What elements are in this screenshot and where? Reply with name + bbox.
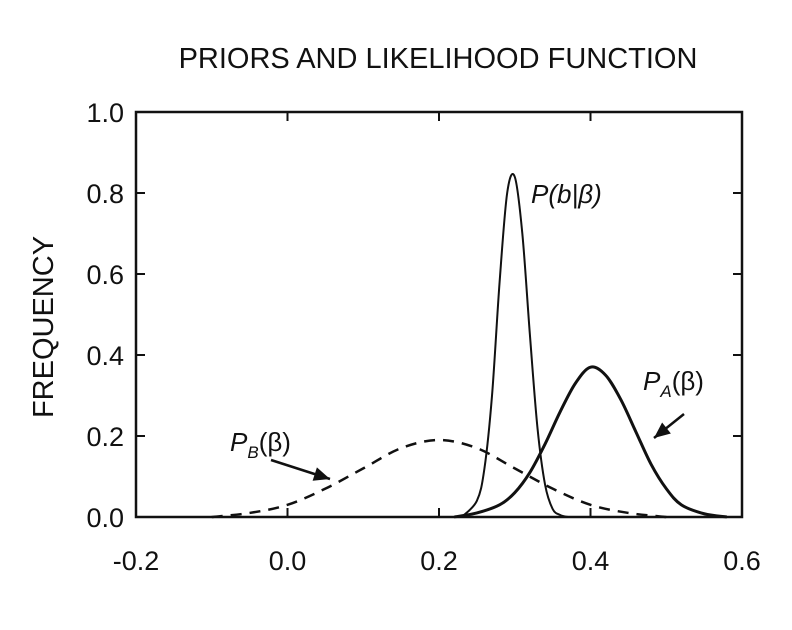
x-tick-label: 0.4 [572,546,610,576]
tick-labels: -0.2 0.0 0.2 0.4 0.6 0.0 0.2 0.4 0.6 0.8 1.0 [86,98,760,576]
x-tick-label: 0.6 [723,546,761,576]
y-tick-label: 1.0 [86,98,124,128]
arrow-pa-head [654,422,671,438]
y-tick-label: 0.8 [86,179,124,209]
series-annotations: P(b|β) PA(β) PB(β) [230,179,704,481]
label-pa: PA(β) [643,366,704,401]
series-pb-line [211,438,667,519]
axis-ticks [135,111,743,518]
series-likelihood-line [460,173,569,518]
chart-title: PRIORS AND LIKELIHOOD FUNCTION [179,43,698,75]
label-likelihood: P(b|β) [531,179,602,209]
x-tick-label: 0.2 [420,546,458,576]
plot-frame [134,110,744,519]
label-pb: PB(β) [230,427,291,462]
x-tick-label: 0.0 [269,546,307,576]
series-pa-line [453,365,728,519]
y-tick-label: 0.2 [86,422,124,452]
y-tick-label: 0.0 [86,503,124,533]
series-curves [211,173,728,519]
y-axis-label: FREQUENCY [28,236,60,418]
x-tick-label: -0.2 [113,546,160,576]
y-tick-label: 0.6 [86,260,124,290]
y-tick-label: 0.4 [86,341,124,371]
arrow-pb-head [312,467,330,481]
